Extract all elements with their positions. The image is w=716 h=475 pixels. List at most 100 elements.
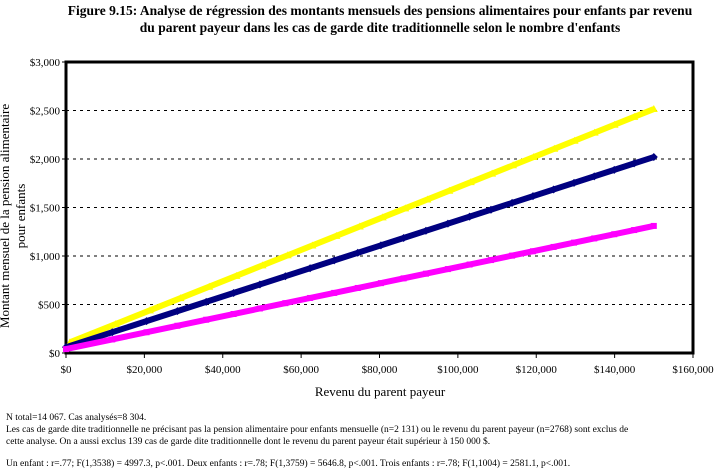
data-point-square: [400, 275, 407, 282]
data-point-square: [631, 227, 638, 234]
data-point-triangle: [423, 195, 432, 203]
data-point-square: [203, 316, 210, 323]
data-point-square: [529, 248, 536, 255]
x-tick-label: $140,000: [594, 364, 636, 376]
data-point-triangle: [308, 241, 317, 249]
note-totals: N total=14 067. Cas analysés=8 304.: [6, 413, 147, 423]
x-tick-label: $160,000: [672, 364, 714, 376]
data-point-triangle: [111, 319, 120, 327]
data-point-triangle: [649, 105, 658, 113]
data-point-triangle: [610, 120, 619, 128]
data-point-diamond: [610, 165, 619, 174]
data-point-triangle: [529, 153, 538, 161]
data-point-square: [331, 289, 338, 296]
y-axis-label: Montant mensuel de la pension alimentair…: [0, 103, 28, 329]
plot-frame: [64, 60, 695, 355]
data-point-triangle: [401, 204, 410, 212]
data-point-square: [307, 294, 314, 301]
data-point-diamond: [306, 264, 315, 273]
data-point-diamond: [443, 219, 452, 228]
data-point-square: [422, 270, 429, 277]
data-point-diamond: [421, 226, 430, 235]
data-point-diamond: [508, 198, 517, 207]
data-point-diamond: [465, 212, 474, 221]
data-point-triangle: [176, 294, 185, 302]
data-point-diamond: [549, 185, 558, 194]
data-point-square: [611, 231, 618, 238]
data-point-diamond: [281, 272, 290, 281]
footnotes: N total=14 067. Cas analysés=8 304. Les …: [6, 412, 628, 470]
data-point-diamond: [486, 205, 495, 214]
data-point-diamond: [202, 297, 211, 306]
data-point-square: [282, 300, 289, 307]
note-exclusions: Les cas de garde dite traditionnelle ne …: [6, 425, 629, 435]
y-tick-label: $1,000: [30, 251, 61, 263]
data-point-square: [466, 261, 473, 268]
data-point-diamond: [399, 233, 408, 242]
data-point-square: [591, 235, 598, 242]
y-tick-label: $3,000: [30, 57, 61, 69]
series-line: [69, 108, 655, 344]
data-point-diamond: [570, 178, 579, 187]
data-point-diamond: [255, 280, 264, 289]
data-point-triangle: [466, 178, 475, 186]
data-point-diamond: [649, 153, 658, 162]
data-point-triangle: [590, 128, 599, 136]
data-point-square: [377, 280, 384, 287]
data-point-square: [444, 266, 451, 273]
data-point-triangle: [283, 251, 292, 259]
chart-plot: $0 $500 $1,000 $1,500 $2,000 $2,500 $3,000 $0 $2…: [30, 57, 714, 376]
data-point-square: [63, 346, 69, 353]
data-point-diamond: [630, 159, 639, 168]
data-point-triangle: [332, 231, 341, 239]
data-point-square: [509, 252, 516, 259]
data-point-triangle: [378, 213, 387, 221]
data-point-square: [256, 305, 263, 312]
data-point-diamond: [229, 288, 238, 297]
data-point-triangle: [630, 112, 639, 120]
data-point-square: [230, 310, 237, 317]
y-tick-label: $2,500: [30, 106, 61, 118]
data-point-square: [550, 243, 557, 250]
note-exclusions-cont: cette analyse. On a aussi exclus 139 cas…: [6, 437, 491, 447]
data-point-square: [571, 239, 578, 246]
data-point-triangle: [488, 169, 497, 177]
x-axis-label: Revenu du parent payeur: [314, 384, 446, 399]
data-point-square: [487, 257, 494, 264]
data-point-triangle: [509, 161, 518, 169]
data-point-diamond: [353, 248, 362, 257]
data-point-diamond: [330, 256, 339, 265]
data-point-triangle: [258, 261, 267, 269]
x-tick-label: $120,000: [516, 364, 558, 376]
data-point-diamond: [108, 328, 117, 337]
data-point-square: [109, 336, 116, 343]
data-point-triangle: [205, 282, 214, 290]
data-point-triangle: [445, 186, 454, 194]
data-point-diamond: [142, 317, 151, 326]
x-tick-label: $60,000: [283, 364, 319, 376]
x-tick-label: $80,000: [362, 364, 398, 376]
data-point-triangle: [550, 144, 559, 152]
x-tick-label: $20,000: [127, 364, 163, 376]
data-point-triangle: [355, 222, 364, 230]
y-tick-label: $1,500: [30, 203, 61, 215]
x-tick-label: $100,000: [437, 364, 479, 376]
y-tick-label: $0: [49, 348, 61, 360]
data-point-square: [174, 322, 181, 329]
data-point-square: [354, 284, 361, 291]
data-point-triangle: [570, 136, 579, 144]
y-tick-label: $2,000: [30, 154, 61, 166]
data-point-square: [143, 329, 150, 336]
y-tick-label: $500: [38, 300, 61, 312]
note-statistics: Un enfant : r=.77; F(1,3538) = 4997.3, p…: [6, 459, 571, 469]
data-point-diamond: [173, 307, 182, 316]
data-point-diamond: [590, 172, 599, 181]
data-point-diamond: [528, 192, 537, 201]
data-point-diamond: [376, 241, 385, 250]
data-point-square: [650, 222, 657, 229]
data-point-triangle: [145, 306, 154, 314]
x-tick-label: $40,000: [205, 364, 241, 376]
chart-title: Figure 9.15: Analyse de régression des m…: [67, 3, 693, 35]
data-point-triangle: [232, 271, 241, 279]
x-tick-label: $0: [61, 364, 73, 376]
